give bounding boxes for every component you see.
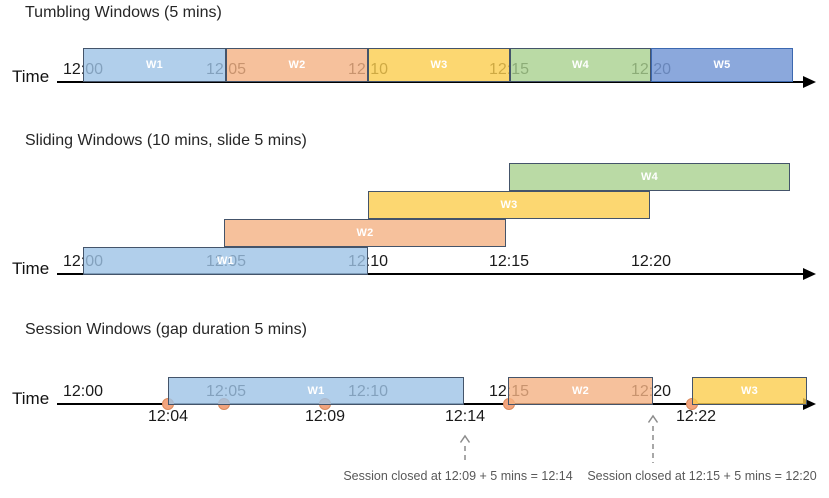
- time-axis-tumbling: [57, 81, 804, 83]
- event-time-label: 12:14: [444, 408, 486, 425]
- section-title-tumbling: Tumbling Windows (5 mins): [25, 4, 222, 21]
- axis-arrowhead-icon: [803, 76, 816, 88]
- window-label: W2: [571, 385, 590, 397]
- window-w3-sliding: W3: [368, 191, 650, 219]
- time-axis-label-sliding: Time: [12, 259, 50, 278]
- tick-label-session: 12:00: [62, 383, 104, 400]
- tick-label-sliding: 12:20: [630, 253, 672, 270]
- window-label: W5: [713, 59, 731, 71]
- window-w1-session: W1: [168, 377, 464, 405]
- session-close-annotation: Session closed at 12:09 + 5 mins = 12:14: [343, 469, 573, 483]
- window-label: W3: [500, 199, 518, 211]
- time-axis-label-session: Time: [12, 389, 50, 408]
- window-label: W1: [216, 255, 235, 267]
- time-axis-label-tumbling: Time: [12, 67, 50, 86]
- window-label: W2: [356, 227, 374, 239]
- window-w5-tumbling: W5: [651, 48, 793, 82]
- window-w1-tumbling: W1: [83, 48, 226, 82]
- window-label: W3: [740, 385, 759, 397]
- window-w3-session: W3: [692, 377, 807, 405]
- section-title-sliding: Sliding Windows (10 mins, slide 5 mins): [25, 132, 307, 149]
- window-w4-sliding: W4: [509, 163, 790, 191]
- window-w2-tumbling: W2: [226, 48, 368, 82]
- section-title-session: Session Windows (gap duration 5 mins): [25, 321, 307, 338]
- window-label: W3: [430, 59, 448, 71]
- window-w2-sliding: W2: [224, 219, 506, 247]
- session-close-arrow-icon: [647, 414, 659, 463]
- window-label: W4: [640, 171, 659, 183]
- session-close-annotation: Session closed at 12:15 + 5 mins = 12:20: [587, 469, 817, 483]
- window-label: W4: [571, 59, 590, 71]
- window-w1-sliding: W1: [83, 247, 368, 275]
- window-w2-session: W2: [508, 377, 653, 405]
- event-time-label: 12:09: [304, 408, 346, 425]
- window-label: W1: [145, 59, 164, 71]
- event-time-label: 12:22: [675, 408, 717, 425]
- window-label: W1: [307, 385, 325, 397]
- window-label: W2: [288, 59, 306, 71]
- window-w3-tumbling: W3: [368, 48, 510, 82]
- window-w4-tumbling: W4: [510, 48, 651, 82]
- tick-label-sliding: 12:15: [488, 253, 530, 270]
- axis-arrowhead-icon: [803, 268, 816, 280]
- time-axis-sliding: [57, 273, 804, 275]
- session-close-arrow-icon: [459, 434, 471, 463]
- event-time-label: 12:04: [147, 408, 189, 425]
